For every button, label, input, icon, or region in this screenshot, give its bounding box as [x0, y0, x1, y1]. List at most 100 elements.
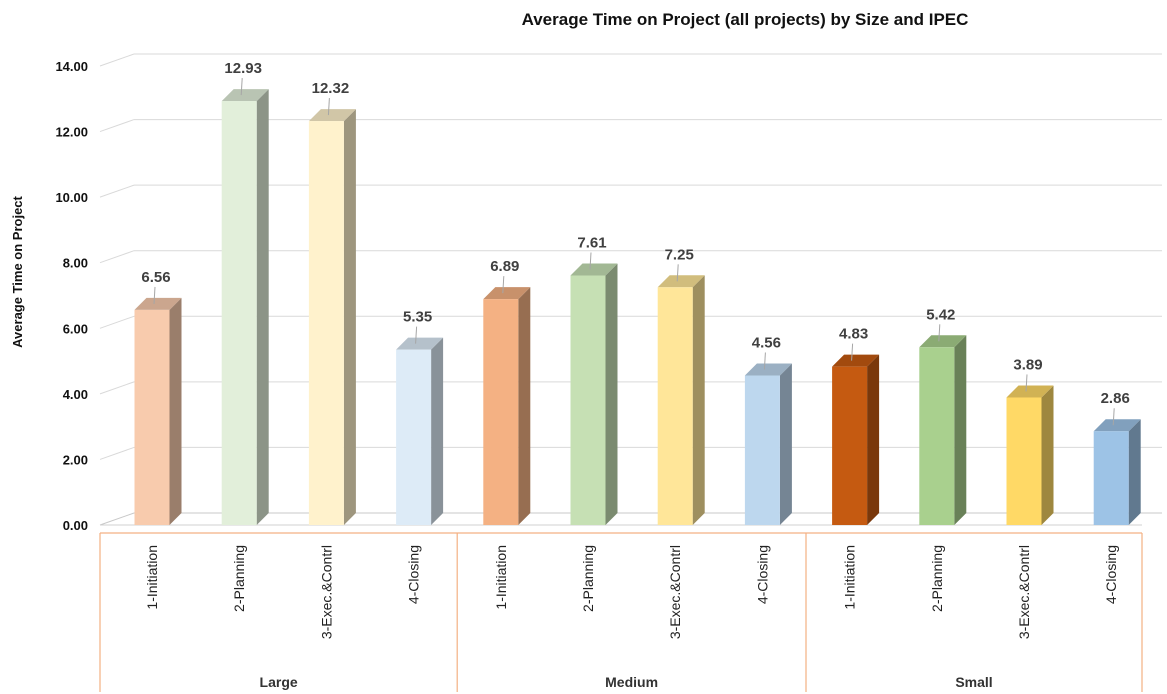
y-tick-label: 14.00 — [55, 59, 88, 74]
bar-front — [221, 101, 257, 525]
data-label: 6.89 — [490, 258, 519, 275]
bar-front — [744, 375, 780, 525]
data-label: 3.89 — [1013, 356, 1042, 373]
bar-side — [605, 263, 618, 525]
bar-side — [1128, 419, 1141, 525]
y-axis-label: Average Time on Project — [10, 195, 25, 347]
label-leader — [153, 286, 156, 304]
bar — [570, 263, 618, 525]
data-label: 5.42 — [926, 306, 955, 323]
x-tick-label: 2-Planning — [231, 545, 247, 612]
bar — [483, 287, 531, 525]
bars — [134, 89, 1141, 525]
bar — [134, 297, 182, 525]
data-label: 4.83 — [839, 326, 868, 343]
bar-side — [256, 89, 269, 525]
bar-top — [744, 363, 792, 376]
bar-top — [657, 275, 705, 288]
label-leader — [502, 276, 505, 294]
data-labels: 6.56 12.93 12.32 5.35 6.89 7.61 7.25 4.56 4.83 5.… — [141, 60, 1130, 426]
y-tick-label: 2.00 — [63, 452, 88, 467]
gridline-diagonal — [99, 446, 135, 460]
bar-front — [1006, 397, 1042, 525]
bar — [308, 109, 356, 525]
bar-front — [919, 347, 955, 525]
bar — [1093, 419, 1141, 525]
bar — [832, 354, 880, 525]
gridlines — [99, 53, 1162, 526]
x-tick-label: 1-Initiation — [842, 545, 858, 610]
bar-front — [483, 299, 519, 525]
x-tick-label: 2-Planning — [929, 545, 945, 612]
y-tick-label: 4.00 — [63, 387, 88, 402]
gridline-diagonal — [99, 512, 135, 526]
gridline-diagonal — [99, 53, 135, 67]
x-tick-label: 3-Exec.&Contrl — [1016, 545, 1032, 639]
bar-front — [308, 121, 344, 525]
data-label: 7.61 — [577, 235, 606, 252]
x-tick-label: 3-Exec.&Contrl — [667, 545, 683, 639]
y-tick-label: 8.00 — [63, 256, 88, 271]
y-tick-label: 0.00 — [63, 518, 88, 533]
bar-side — [343, 109, 356, 525]
bar — [744, 363, 792, 525]
bar-front — [1093, 431, 1129, 525]
group-label: Large — [260, 674, 298, 690]
data-label: 6.56 — [141, 269, 170, 286]
data-label: 4.56 — [752, 334, 781, 351]
bar-top — [221, 89, 269, 102]
bar-top — [570, 263, 618, 276]
bar-top — [396, 337, 444, 350]
x-axis: 1-Initiation 2-Planning 3-Exec.&Contrl 4-Cl… — [99, 532, 1143, 692]
label-leader — [851, 343, 854, 361]
gridline-diagonal — [99, 381, 135, 395]
label-leader — [589, 252, 592, 270]
gridline-diagonal — [99, 184, 135, 198]
bar-top — [1006, 385, 1054, 398]
x-tick-label: 2-Planning — [580, 545, 596, 612]
x-tick-label: 4-Closing — [1103, 545, 1119, 604]
bar-side — [1041, 385, 1054, 525]
data-label: 5.35 — [403, 309, 432, 326]
bar-front — [570, 275, 606, 525]
bar-side — [867, 354, 880, 525]
data-label: 12.93 — [224, 60, 262, 77]
bar-top — [1093, 419, 1141, 432]
y-tick-label: 12.00 — [55, 125, 88, 140]
group-label: Small — [955, 674, 992, 690]
label-leader — [415, 326, 418, 344]
bar-front — [396, 349, 432, 525]
data-label: 7.25 — [665, 246, 694, 263]
bar-front — [134, 309, 170, 525]
y-axis-ticks: 0.00 2.00 4.00 6.00 8.00 10.00 12.00 14.00 — [55, 59, 88, 533]
bar-side — [954, 335, 967, 525]
bar-side — [169, 297, 182, 525]
label-leader — [1025, 374, 1028, 392]
bar-top — [308, 109, 356, 122]
data-label: 12.32 — [312, 80, 350, 97]
label-leader — [327, 98, 330, 116]
bar-top — [919, 335, 967, 348]
bar — [1006, 385, 1054, 525]
bar-top — [832, 354, 880, 367]
bar-top — [483, 287, 531, 300]
bar — [221, 89, 269, 525]
group-label: Medium — [605, 674, 658, 690]
label-leader — [240, 78, 243, 96]
gridline-diagonal — [99, 315, 135, 329]
bar-top — [134, 297, 182, 310]
x-tick-label: 4-Closing — [754, 545, 770, 604]
chart-title: Average Time on Project (all projects) b… — [522, 10, 969, 29]
bar — [919, 335, 967, 525]
bar — [396, 337, 444, 525]
y-tick-label: 10.00 — [55, 190, 88, 205]
data-label: 2.86 — [1101, 390, 1130, 407]
x-tick-label: 1-Initiation — [144, 545, 160, 610]
bar-side — [518, 287, 531, 525]
x-tick-label: 3-Exec.&Contrl — [318, 545, 334, 639]
bar — [657, 275, 705, 525]
bar-front — [657, 287, 693, 525]
gridline-diagonal — [99, 119, 135, 133]
label-leader — [938, 324, 941, 342]
